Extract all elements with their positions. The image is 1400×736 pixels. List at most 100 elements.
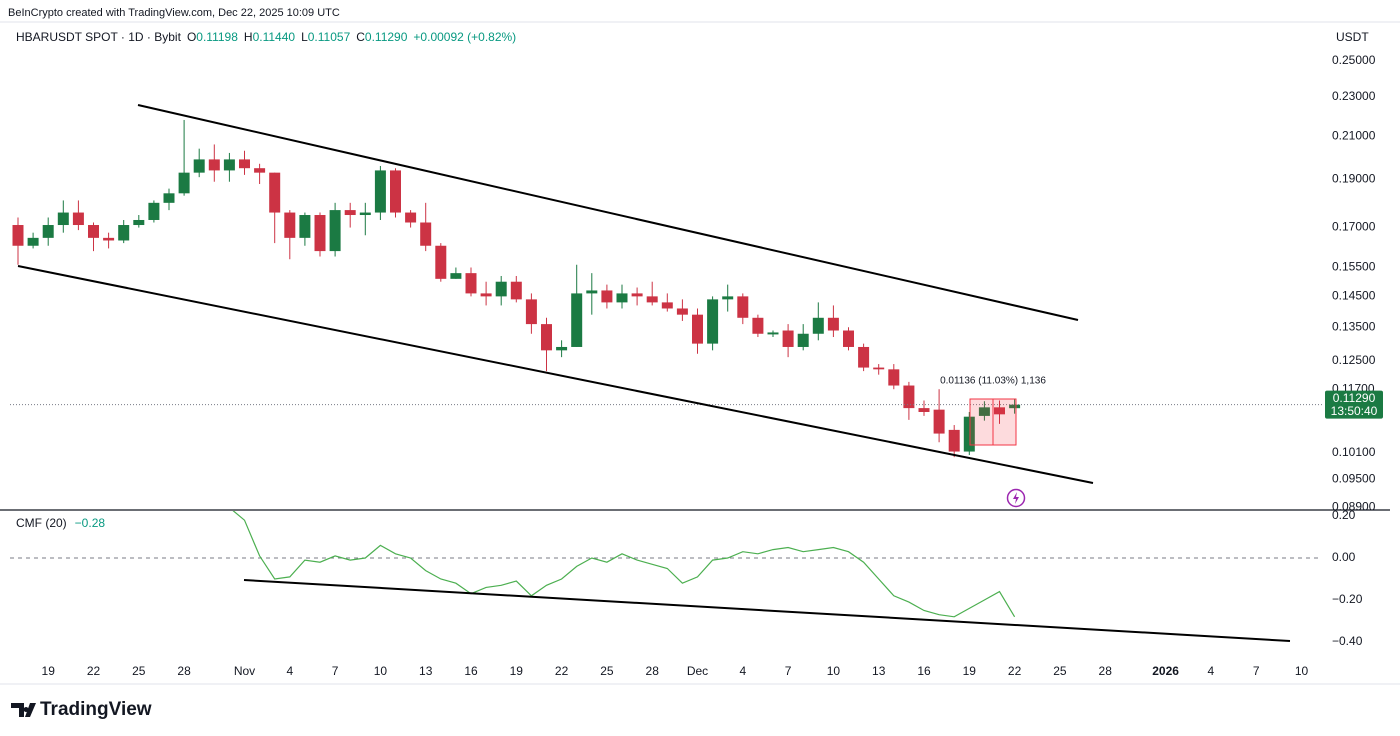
candle-body [827, 317, 839, 331]
x-tick-label: 22 [555, 664, 569, 678]
candle-body [148, 202, 160, 220]
y-tick-label: 0.14500 [1332, 289, 1376, 303]
candle-body [782, 330, 794, 347]
y-tick-label: 0.15500 [1332, 260, 1376, 274]
candle-body [103, 237, 115, 241]
candle-body [963, 416, 975, 452]
candle-body [72, 212, 84, 226]
candle-body [405, 212, 417, 223]
candle-body [223, 159, 235, 171]
y-tick-label: 0.09500 [1332, 472, 1376, 486]
x-tick-label: 2026 [1152, 664, 1179, 678]
x-tick-label: 4 [739, 664, 746, 678]
candle-body [722, 296, 734, 300]
candle-body [208, 159, 220, 171]
y-tick-label: −0.20 [1332, 592, 1363, 606]
candle-body [812, 317, 824, 334]
y-tick-label: −0.40 [1332, 634, 1363, 648]
measure-label: 0.01136 (11.03%) 1,136 [940, 376, 1046, 387]
candle-body [692, 314, 703, 344]
candle-body [510, 281, 522, 300]
x-tick-label: 25 [132, 664, 146, 678]
candle-body [525, 299, 537, 325]
event-icon-bolt [1013, 492, 1019, 504]
candle-body [12, 225, 24, 246]
y-tick-label: 0.08900 [1332, 500, 1376, 514]
candle-body [903, 385, 915, 409]
candle-body [994, 407, 1005, 415]
y-tick-label: 0.12500 [1332, 353, 1376, 367]
candle-body [178, 172, 190, 194]
price-tag-countdown: 13:50:40 [1331, 404, 1378, 418]
candle-body [858, 346, 870, 368]
x-tick-label: 10 [374, 664, 388, 678]
y-tick-label: 0.00 [1332, 550, 1356, 564]
ohlc-value: 0.11198 [196, 30, 238, 44]
ohlc-value: 0.11440 [253, 30, 296, 44]
y-tick-label: 0.19000 [1332, 172, 1376, 186]
candle-body [586, 290, 598, 294]
y-tick-label: 0.20 [1332, 508, 1356, 522]
x-tick-label: Dec [687, 664, 708, 678]
candle-body [843, 330, 854, 347]
logo-icon [11, 703, 36, 717]
price-tag-value: 0.11290 [1333, 391, 1376, 405]
candle-body [480, 293, 492, 297]
x-tick-label: 16 [917, 664, 931, 678]
x-tick-label: 19 [963, 664, 977, 678]
x-tick-label: 16 [464, 664, 478, 678]
trendline-lower [17, 265, 1094, 484]
candle-body [616, 293, 628, 303]
candle-body [495, 281, 507, 297]
x-tick-label: 25 [600, 664, 614, 678]
candle-body [193, 159, 205, 173]
candle-body [299, 215, 311, 238]
candle-body [57, 212, 69, 226]
candle-body [707, 299, 719, 344]
candle-body [737, 296, 749, 318]
candle-body [646, 296, 658, 303]
candle-body [888, 369, 900, 386]
x-tick-label: 7 [1253, 664, 1260, 678]
ohlc-label: O [187, 30, 196, 44]
cmf-value: −0.28 [75, 516, 106, 530]
candle-body [752, 317, 764, 334]
x-tick-label: 19 [42, 664, 56, 678]
candle-body [374, 170, 386, 213]
candle-body [556, 346, 568, 351]
y-tick-label: 0.13500 [1332, 319, 1376, 333]
x-tick-label: 4 [286, 664, 293, 678]
candle-body [676, 308, 688, 315]
candle-body [465, 273, 477, 294]
x-tick-label: 25 [1053, 664, 1067, 678]
candle-body [42, 225, 54, 238]
symbol: HBARUSDT SPOT · 1D · Bybit [16, 30, 182, 44]
cmf-line [232, 511, 1016, 618]
candle-body [918, 408, 930, 412]
plot: 19 22 25 28 Nov 4 7 10 13 16 19 22 25 28 Dec 4 7 10 13 16 19… [10, 119, 1322, 678]
candle-body [314, 215, 326, 252]
candle-body [27, 237, 39, 246]
price-tag [1325, 390, 1383, 419]
ohlc-value: 0.11290 [365, 30, 408, 44]
candle-body [571, 293, 583, 347]
currency: USDT [1336, 30, 1369, 44]
change: +0.00092 (+0.82%) [413, 30, 516, 44]
candle-body [133, 219, 145, 226]
candle-body [541, 324, 552, 351]
x-tick-label: 28 [1099, 664, 1113, 678]
candle-body [329, 210, 341, 252]
candle-body [797, 333, 809, 347]
x-tick-label: 13 [419, 664, 433, 678]
candle-body [88, 225, 99, 238]
y-tick-label: 0.10100 [1332, 445, 1376, 459]
candle-body [284, 212, 296, 238]
ohlc-label: H [244, 30, 253, 44]
candle-body [933, 409, 945, 434]
candle-body [269, 172, 281, 213]
candle-body [435, 245, 447, 279]
y-tick-label: 0.23000 [1332, 89, 1376, 103]
watermark: BeInCrypto created with TradingView.com,… [8, 7, 340, 19]
x-tick-label: 7 [785, 664, 792, 678]
